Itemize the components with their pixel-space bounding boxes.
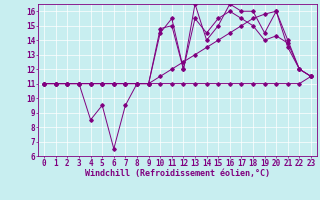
X-axis label: Windchill (Refroidissement éolien,°C): Windchill (Refroidissement éolien,°C) bbox=[85, 169, 270, 178]
